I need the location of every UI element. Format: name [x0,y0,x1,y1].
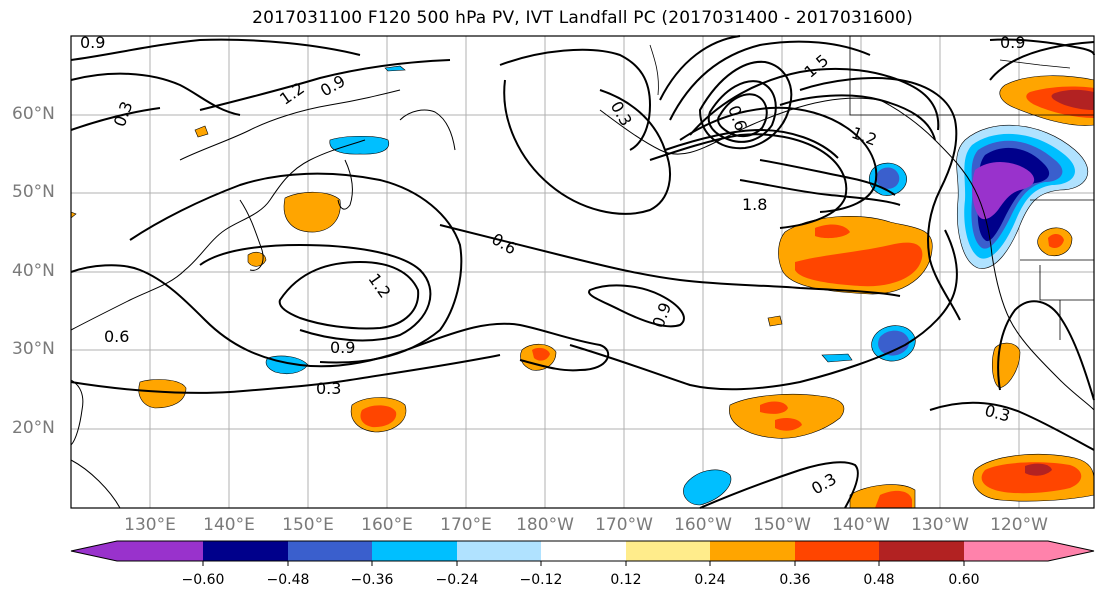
lon-label-130e: 130°E [124,515,176,535]
lon-label-170w: 170°W [595,515,653,535]
colorbar-tick-label: 0.60 [948,572,980,588]
pv-contours [70,35,1095,509]
contour-label: 0.3 [316,379,341,398]
lon-label-160w: 160°W [674,515,732,535]
lat-label-60n: 60°N [12,104,55,124]
colorbar-tick-label: −0.36 [350,572,394,588]
lon-label-130w: 130°W [911,515,969,535]
lat-label-20n: 20°N [12,418,55,438]
colorbar-tick-label: 0.48 [863,572,895,588]
lon-label-180w: 180°W [516,515,574,535]
colorbar-extend-low [71,541,117,561]
lon-label-170e: 170°E [440,515,492,535]
colorbar-tick-label: −0.12 [519,572,563,588]
map-frame [70,35,1095,509]
contour-label: 0.6 [104,327,129,346]
colorbar [70,540,1095,566]
contour-label: 0.9 [1000,33,1025,52]
lat-label-30n: 30°N [12,339,55,359]
lon-label-140w: 140°W [832,515,890,535]
ivt-filled-anomalies [70,65,1095,509]
figure-title: 2017031100 F120 500 hPa PV, IVT Landfall… [252,8,913,28]
colorbar-tick-label: 0.12 [610,572,642,588]
contour-label: 0.9 [80,33,105,52]
colorbar-tick-label: −0.24 [435,572,479,588]
contour-label: 0.9 [330,338,355,357]
lat-label-40n: 40°N [12,261,55,281]
lon-label-150e: 150°E [282,515,334,535]
lon-label-160e: 160°E [361,515,413,535]
colorbar-tick-label: −0.60 [181,572,225,588]
colorbar-extend-high [1048,541,1094,561]
lon-label-120w: 120°W [990,515,1048,535]
lat-label-50n: 50°N [12,182,55,202]
colorbar-tick-label: −0.48 [266,572,310,588]
colorbar-tick-label: 0.36 [779,572,811,588]
lon-label-150w: 150°W [753,515,811,535]
colorbar-tick-label: 0.24 [694,572,726,588]
contour-label: 1.8 [742,195,767,214]
lon-label-140e: 140°E [203,515,255,535]
